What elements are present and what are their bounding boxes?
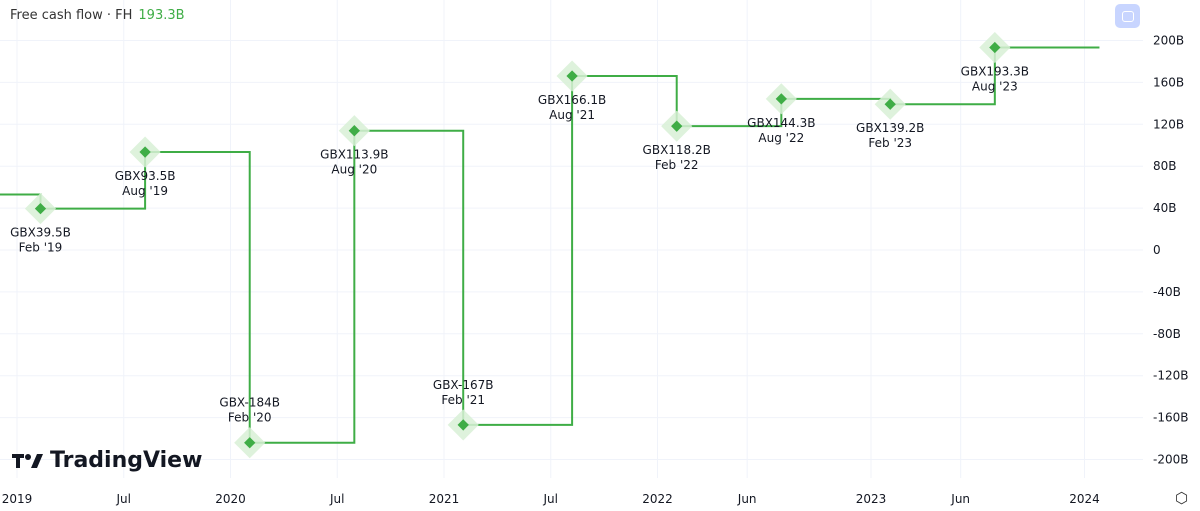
y-tick-label: -40B [1153, 285, 1181, 299]
data-label: GBX113.9B [320, 148, 388, 162]
x-tick-label: 2024 [1069, 492, 1100, 506]
data-date-label: Aug '20 [331, 163, 377, 177]
data-date-label: Aug '19 [122, 184, 168, 198]
tv-logo-icon [12, 453, 43, 468]
data-label: GBX193.3B [961, 65, 1029, 79]
y-tick-label: 0 [1153, 243, 1161, 257]
data-label: GBX39.5B [10, 226, 71, 240]
x-tick-label: Jun [737, 492, 757, 506]
y-tick-label: 80B [1153, 159, 1177, 173]
x-tick-label: Jul [116, 492, 131, 506]
data-point [989, 41, 1001, 54]
y-tick-label: 160B [1153, 75, 1184, 89]
data-label: GBX144.3B [747, 116, 815, 130]
x-tick-label: 2020 [215, 492, 246, 506]
chart-title: Free cash flow · FH 193.3B [10, 8, 185, 23]
data-point [457, 419, 469, 431]
data-date-label: Aug '22 [758, 131, 804, 145]
data-date-label: Feb '20 [228, 411, 272, 425]
data-date-label: Aug '21 [549, 108, 595, 122]
y-tick-label: -160B [1153, 411, 1188, 425]
x-tick-label: Jul [329, 492, 344, 506]
data-point [34, 202, 47, 215]
data-label: GBX139.2B [856, 121, 924, 135]
data-label: GBX118.2B [643, 143, 711, 157]
y-tick-label: -80B [1153, 327, 1181, 341]
data-point [244, 437, 256, 449]
y-tick-label: -200B [1153, 453, 1188, 467]
fullscreen-icon [1122, 11, 1134, 22]
y-tick-label: 40B [1153, 201, 1177, 215]
current-value: 193.3B [138, 8, 185, 23]
x-tick-label: 2022 [642, 492, 673, 506]
data-label: GBX-184B [219, 396, 280, 410]
data-date-label: Aug '23 [972, 80, 1018, 94]
x-tick-label: Jun [950, 492, 970, 506]
data-date-label: Feb '23 [868, 136, 912, 150]
x-tick-label: 2019 [2, 492, 33, 506]
title-text: Free cash flow · FH [10, 8, 133, 23]
y-tick-label: 120B [1153, 117, 1184, 131]
fullscreen-button[interactable] [1115, 4, 1140, 28]
data-date-label: Feb '21 [441, 393, 485, 407]
tradingview-logo: TradingView [12, 448, 202, 473]
logo-text: TradingView [50, 448, 203, 473]
data-date-label: Feb '19 [19, 241, 63, 255]
data-label: GBX-167B [433, 378, 494, 392]
data-label: GBX166.1B [538, 93, 606, 107]
x-tick-label: 2021 [429, 492, 460, 506]
data-point [139, 146, 151, 158]
x-tick-label: 2023 [856, 492, 887, 506]
x-tick-label: Jul [543, 492, 558, 506]
y-tick-label: -120B [1153, 369, 1188, 383]
settings-icon[interactable]: ⬡ [1175, 489, 1189, 507]
data-label: GBX93.5B [115, 169, 176, 183]
data-date-label: Feb '22 [655, 158, 699, 172]
y-tick-label: 200B [1153, 34, 1184, 48]
